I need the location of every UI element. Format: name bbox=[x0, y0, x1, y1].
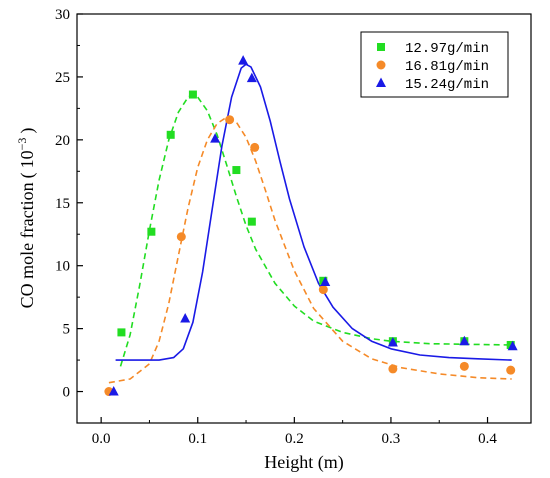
fit-lines bbox=[108, 63, 512, 384]
x-tick-label: 0.2 bbox=[285, 431, 304, 447]
y-tick-label: 15 bbox=[55, 196, 70, 212]
series-3-point bbox=[320, 276, 331, 287]
legend-label-1: 12.97g/min bbox=[405, 41, 489, 57]
x-tick-label: 0.0 bbox=[92, 431, 111, 447]
series-3-point bbox=[246, 72, 257, 83]
y-tick-label: 30 bbox=[55, 7, 70, 23]
series-2-point bbox=[459, 361, 469, 371]
x-tick-label: 0.1 bbox=[188, 431, 207, 447]
series-2-point bbox=[250, 142, 260, 152]
legend-marker-1 bbox=[377, 43, 385, 51]
series-1-point bbox=[247, 217, 256, 226]
plot-frame bbox=[76, 13, 532, 424]
series-2-point bbox=[176, 232, 186, 242]
series-3-point bbox=[459, 335, 470, 346]
y-axis-label-unit-base: 10 bbox=[17, 150, 37, 168]
series-1-point bbox=[117, 328, 126, 337]
y-tick-label: 25 bbox=[55, 70, 70, 86]
y-axis-label-open-paren: ( bbox=[17, 172, 38, 178]
series-2-point bbox=[506, 365, 516, 375]
series-3-fit-line bbox=[115, 63, 512, 361]
y-tick-label: 5 bbox=[63, 322, 71, 338]
y-axis-label: CO mole fraction (10−3) bbox=[15, 128, 38, 309]
series-2-fit-line bbox=[108, 116, 512, 384]
x-tick-label: 0.4 bbox=[478, 431, 497, 447]
y-axis-label-main: CO mole fraction bbox=[17, 182, 37, 308]
y-tick-label: 10 bbox=[55, 259, 70, 275]
x-axis-label: Height (m) bbox=[264, 452, 343, 473]
legend-label-2: 16.81g/min bbox=[405, 59, 489, 75]
series-2-point bbox=[388, 364, 398, 374]
series-3-point bbox=[210, 133, 221, 143]
x-tick-label: 0.3 bbox=[382, 431, 401, 447]
series-2-point bbox=[318, 285, 328, 295]
series-1-point bbox=[147, 227, 156, 236]
y-tick-label: 0 bbox=[63, 385, 71, 401]
legend-marker-2 bbox=[376, 60, 386, 70]
series-1-point bbox=[166, 130, 175, 139]
series-1-point bbox=[188, 90, 197, 99]
legend: 12.97g/min 16.81g/min 15.24g/min bbox=[360, 31, 509, 98]
series-3-point bbox=[180, 313, 191, 323]
y-axis-label-close-paren: ) bbox=[17, 128, 38, 134]
series-3-point bbox=[507, 340, 518, 351]
series-3-point bbox=[387, 336, 398, 347]
legend-marker-3 bbox=[376, 77, 386, 87]
legend-label-3: 15.24g/min bbox=[405, 77, 489, 93]
series-2-point bbox=[225, 115, 235, 125]
series-1-fit-line bbox=[119, 93, 512, 367]
y-tick-label: 20 bbox=[55, 133, 70, 149]
y-axis-label-unit-exp: −3 bbox=[15, 138, 29, 151]
series-3-point bbox=[108, 386, 119, 396]
series-3-point bbox=[238, 55, 249, 65]
ticks: 0.0 0.1 0.2 0.3 0.4 0 5 10 15 20 25 30 bbox=[55, 7, 497, 447]
data-points bbox=[104, 55, 518, 397]
series-1-point bbox=[232, 166, 241, 175]
